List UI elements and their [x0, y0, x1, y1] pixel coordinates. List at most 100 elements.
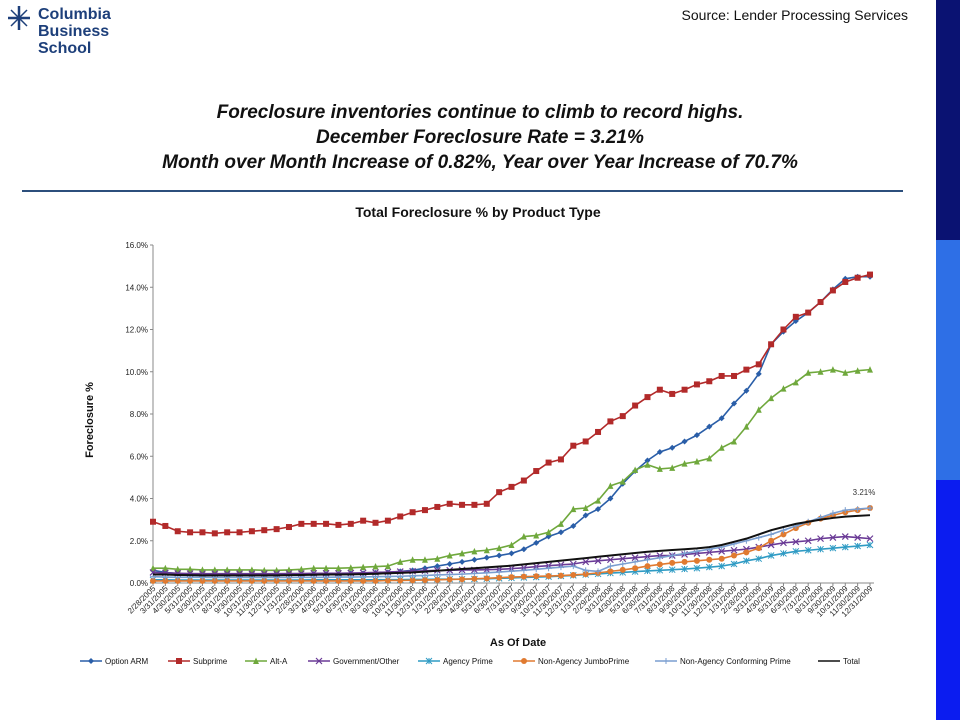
data-point-option-arm	[471, 556, 478, 563]
data-point-non-agency-jumboprime	[496, 574, 503, 581]
data-point-agency-prime	[804, 546, 812, 554]
data-point-alt-a	[619, 478, 626, 485]
data-point-non-agency-conforming-prime	[768, 531, 775, 538]
data-point-option-arm	[570, 522, 577, 529]
y-axis-title: Foreclosure %	[84, 382, 96, 458]
data-point-non-agency-jumboprime	[273, 577, 280, 584]
data-point-non-agency-conforming-prime	[471, 570, 478, 577]
data-point-agency-prime	[743, 557, 750, 565]
data-point-non-agency-jumboprime	[236, 577, 243, 584]
data-point-non-agency-conforming-prime	[842, 507, 849, 514]
data-point-option-arm	[508, 550, 515, 557]
headline-line-3: Month over Month Increase of 0.82%, Year…	[162, 152, 798, 173]
data-point-subprime	[780, 326, 787, 333]
data-point-alt-a	[459, 549, 466, 557]
data-point-non-agency-jumboprime	[545, 573, 552, 580]
y-tick-label: 10.0%	[125, 368, 148, 377]
data-point-non-agency-jumboprime	[669, 559, 676, 566]
data-point-alt-a	[508, 541, 515, 548]
data-point-government-other	[829, 534, 837, 542]
data-point-government-other	[804, 537, 812, 545]
data-point-non-agency-jumboprime	[718, 555, 725, 562]
data-point-non-agency-conforming-prime	[545, 565, 552, 572]
data-point-government-other	[780, 539, 787, 547]
columbia-crown-icon	[8, 6, 30, 30]
data-point-non-agency-jumboprime	[261, 577, 268, 584]
data-point-alt-a	[582, 504, 589, 512]
legend-label: Subprime	[193, 657, 228, 666]
side-color-bar	[936, 0, 960, 720]
data-point-subprime	[669, 390, 676, 397]
data-point-subprime	[718, 372, 725, 379]
data-point-option-arm	[520, 546, 527, 553]
legend-swatch-marker	[521, 658, 527, 664]
data-point-agency-prime	[668, 566, 676, 574]
logo-line-1: Columbia	[38, 6, 111, 23]
data-point-alt-a	[533, 531, 540, 539]
data-point-subprime	[335, 521, 342, 528]
legend-label: Government/Other	[333, 657, 400, 666]
data-point-alt-a	[520, 533, 527, 540]
logo-text: Columbia Business School	[38, 6, 111, 57]
data-point-alt-a	[644, 461, 651, 468]
data-point-non-agency-conforming-prime	[607, 563, 614, 570]
legend-swatch-marker	[176, 658, 182, 664]
data-point-subprime	[607, 418, 614, 425]
data-point-alt-a	[397, 558, 404, 565]
y-tick-label: 0.0%	[130, 579, 148, 588]
data-point-alt-a	[570, 505, 577, 513]
data-point-non-agency-conforming-prime	[459, 571, 466, 578]
data-point-subprime	[681, 386, 688, 393]
data-point-subprime	[261, 527, 268, 534]
data-point-subprime	[360, 517, 367, 524]
data-point-subprime	[384, 517, 391, 524]
data-point-alt-a	[706, 454, 713, 462]
data-point-alt-a	[211, 566, 218, 573]
data-point-agency-prime	[841, 543, 849, 551]
data-point-non-agency-jumboprime	[656, 561, 663, 568]
legend-label: Alt-A	[270, 657, 288, 666]
data-point-alt-a	[421, 556, 428, 563]
data-point-subprime	[706, 378, 713, 385]
data-point-non-agency-jumboprime	[768, 537, 775, 544]
data-point-option-arm	[459, 558, 466, 565]
data-point-subprime	[409, 509, 416, 516]
data-point-non-agency-conforming-prime	[533, 566, 540, 573]
x-axis-title: As Of Date	[490, 637, 546, 649]
data-point-option-arm	[706, 423, 713, 430]
data-point-alt-a	[483, 546, 490, 554]
data-point-non-agency-conforming-prime	[854, 506, 861, 513]
data-point-non-agency-jumboprime	[533, 573, 540, 580]
data-point-subprime	[471, 501, 478, 508]
data-point-non-agency-conforming-prime	[669, 552, 676, 559]
data-point-non-agency-conforming-prime	[619, 560, 626, 567]
data-point-option-arm	[446, 560, 453, 567]
data-point-non-agency-jumboprime	[693, 557, 700, 564]
data-point-alt-a	[409, 556, 416, 563]
data-point-alt-a	[768, 394, 775, 402]
data-point-subprime	[520, 477, 527, 484]
data-point-government-other	[866, 535, 874, 543]
data-point-alt-a	[656, 465, 663, 472]
data-point-subprime	[150, 518, 156, 525]
data-point-non-agency-conforming-prime	[397, 573, 404, 580]
data-point-option-arm	[582, 512, 589, 519]
data-point-non-agency-jumboprime	[211, 577, 218, 584]
side-bar-segment-top	[936, 0, 960, 240]
legend-label: Non-Agency Conforming Prime	[680, 657, 791, 666]
data-point-option-arm	[595, 506, 602, 513]
data-point-non-agency-jumboprime	[372, 577, 379, 584]
data-point-alt-a	[446, 552, 453, 559]
series-line-total	[153, 514, 871, 577]
data-point-non-agency-conforming-prime	[755, 534, 762, 541]
data-point-alt-a	[150, 564, 156, 572]
legend-swatch-marker	[88, 658, 94, 664]
data-point-non-agency-jumboprime	[347, 577, 354, 584]
data-point-subprime	[792, 313, 799, 320]
data-point-subprime	[533, 468, 540, 475]
data-point-agency-prime	[854, 542, 861, 550]
data-point-non-agency-conforming-prime	[520, 567, 527, 574]
data-point-non-agency-jumboprime	[508, 574, 515, 581]
data-point-subprime	[187, 529, 194, 536]
data-point-alt-a	[236, 566, 243, 573]
